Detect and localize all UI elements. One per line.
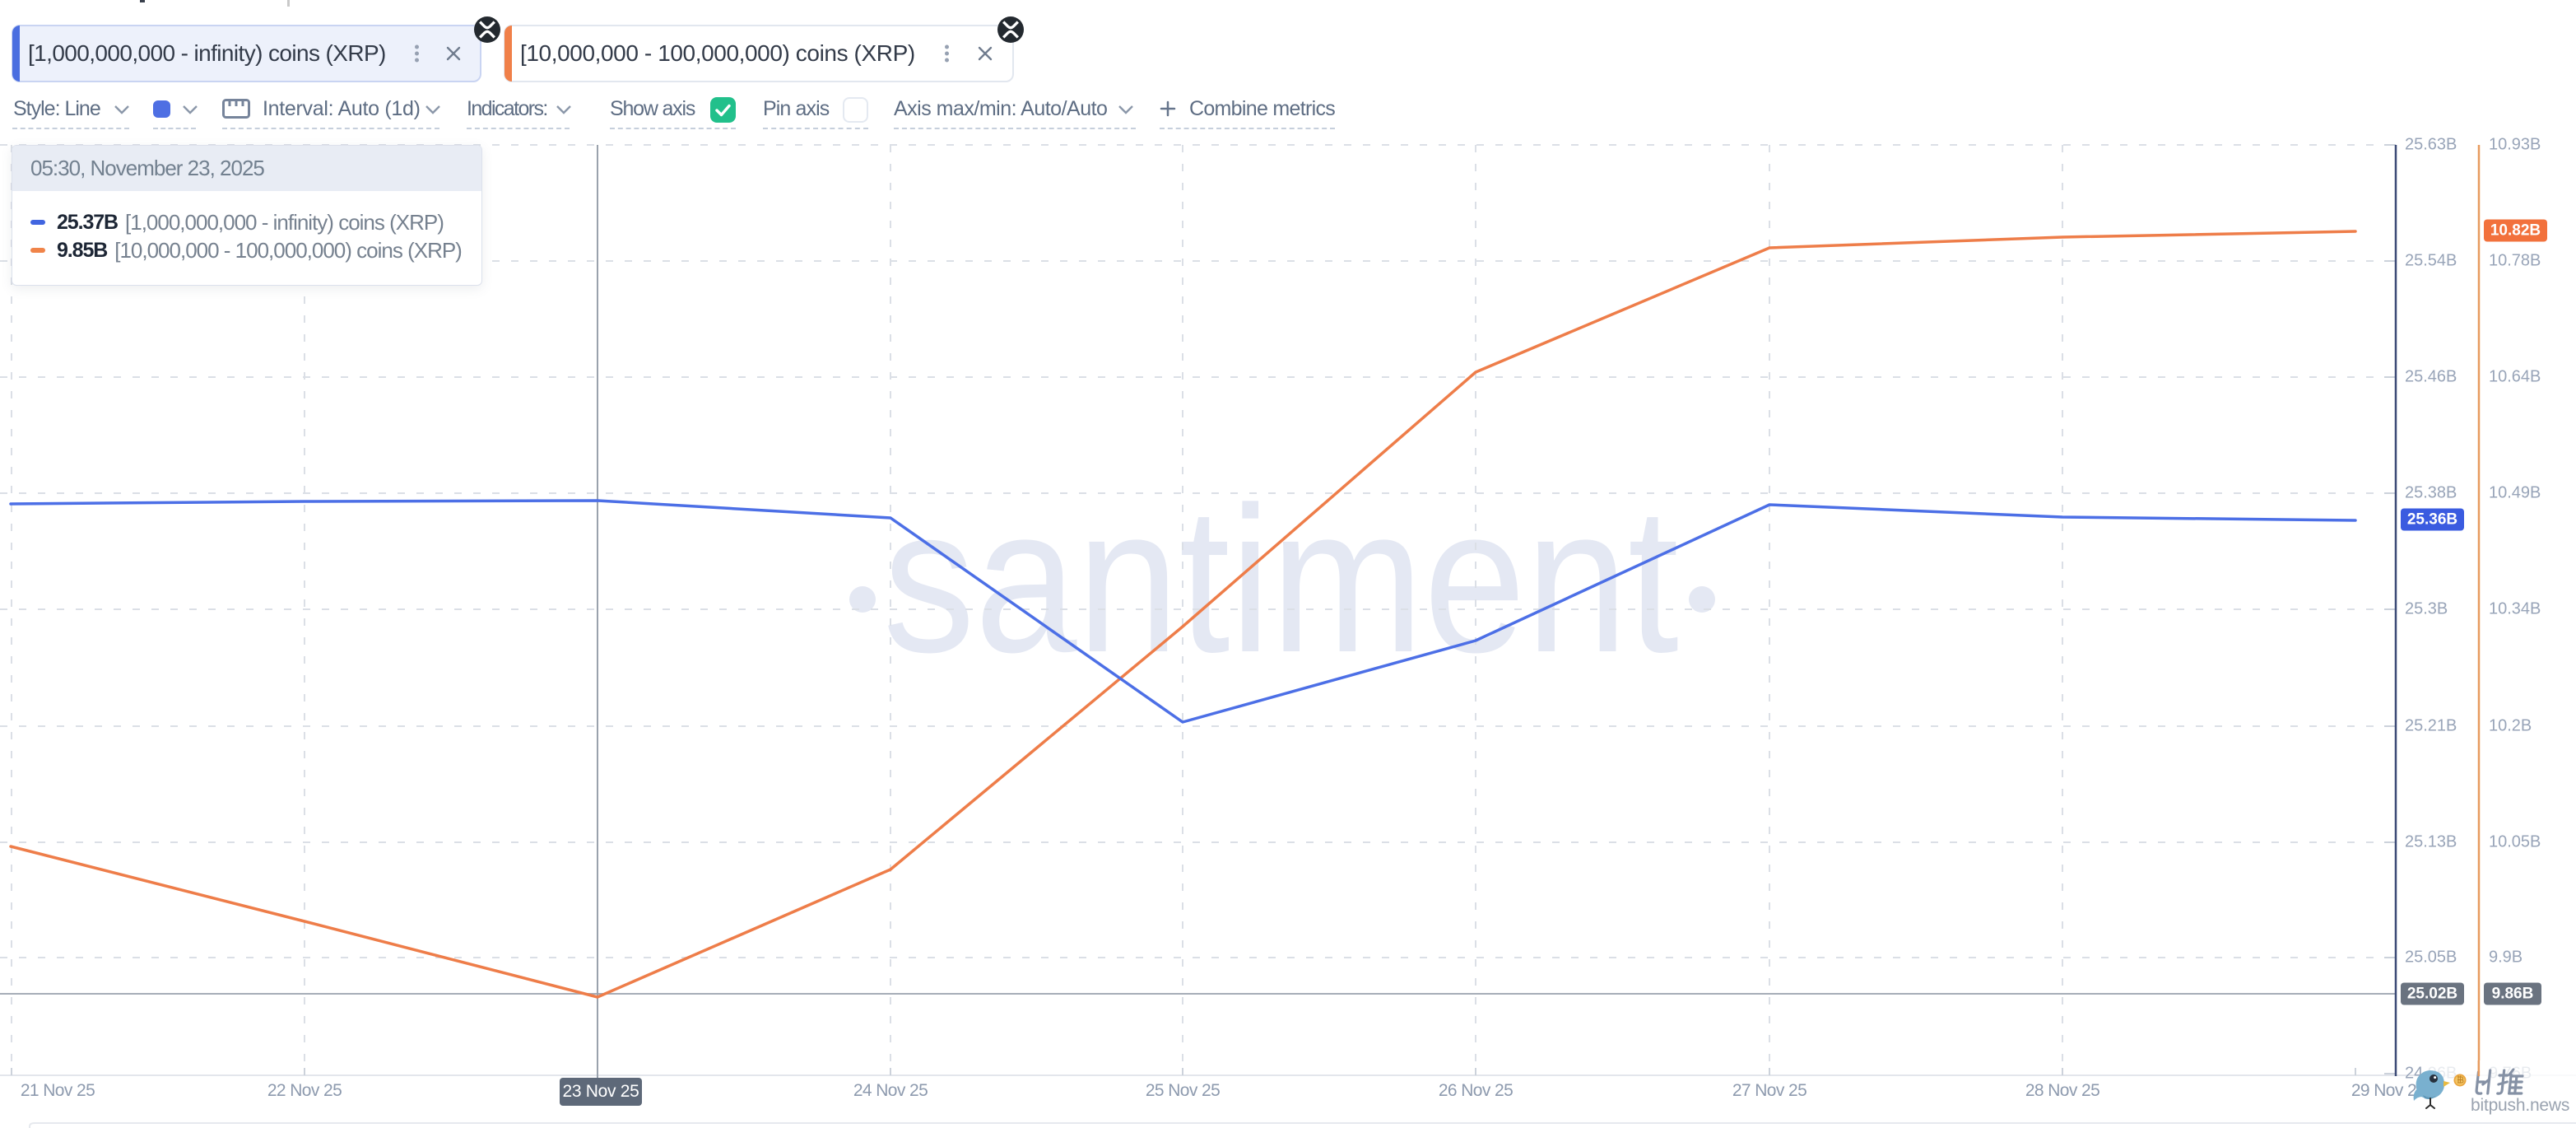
svg-text:santiment: santiment bbox=[883, 464, 1679, 696]
